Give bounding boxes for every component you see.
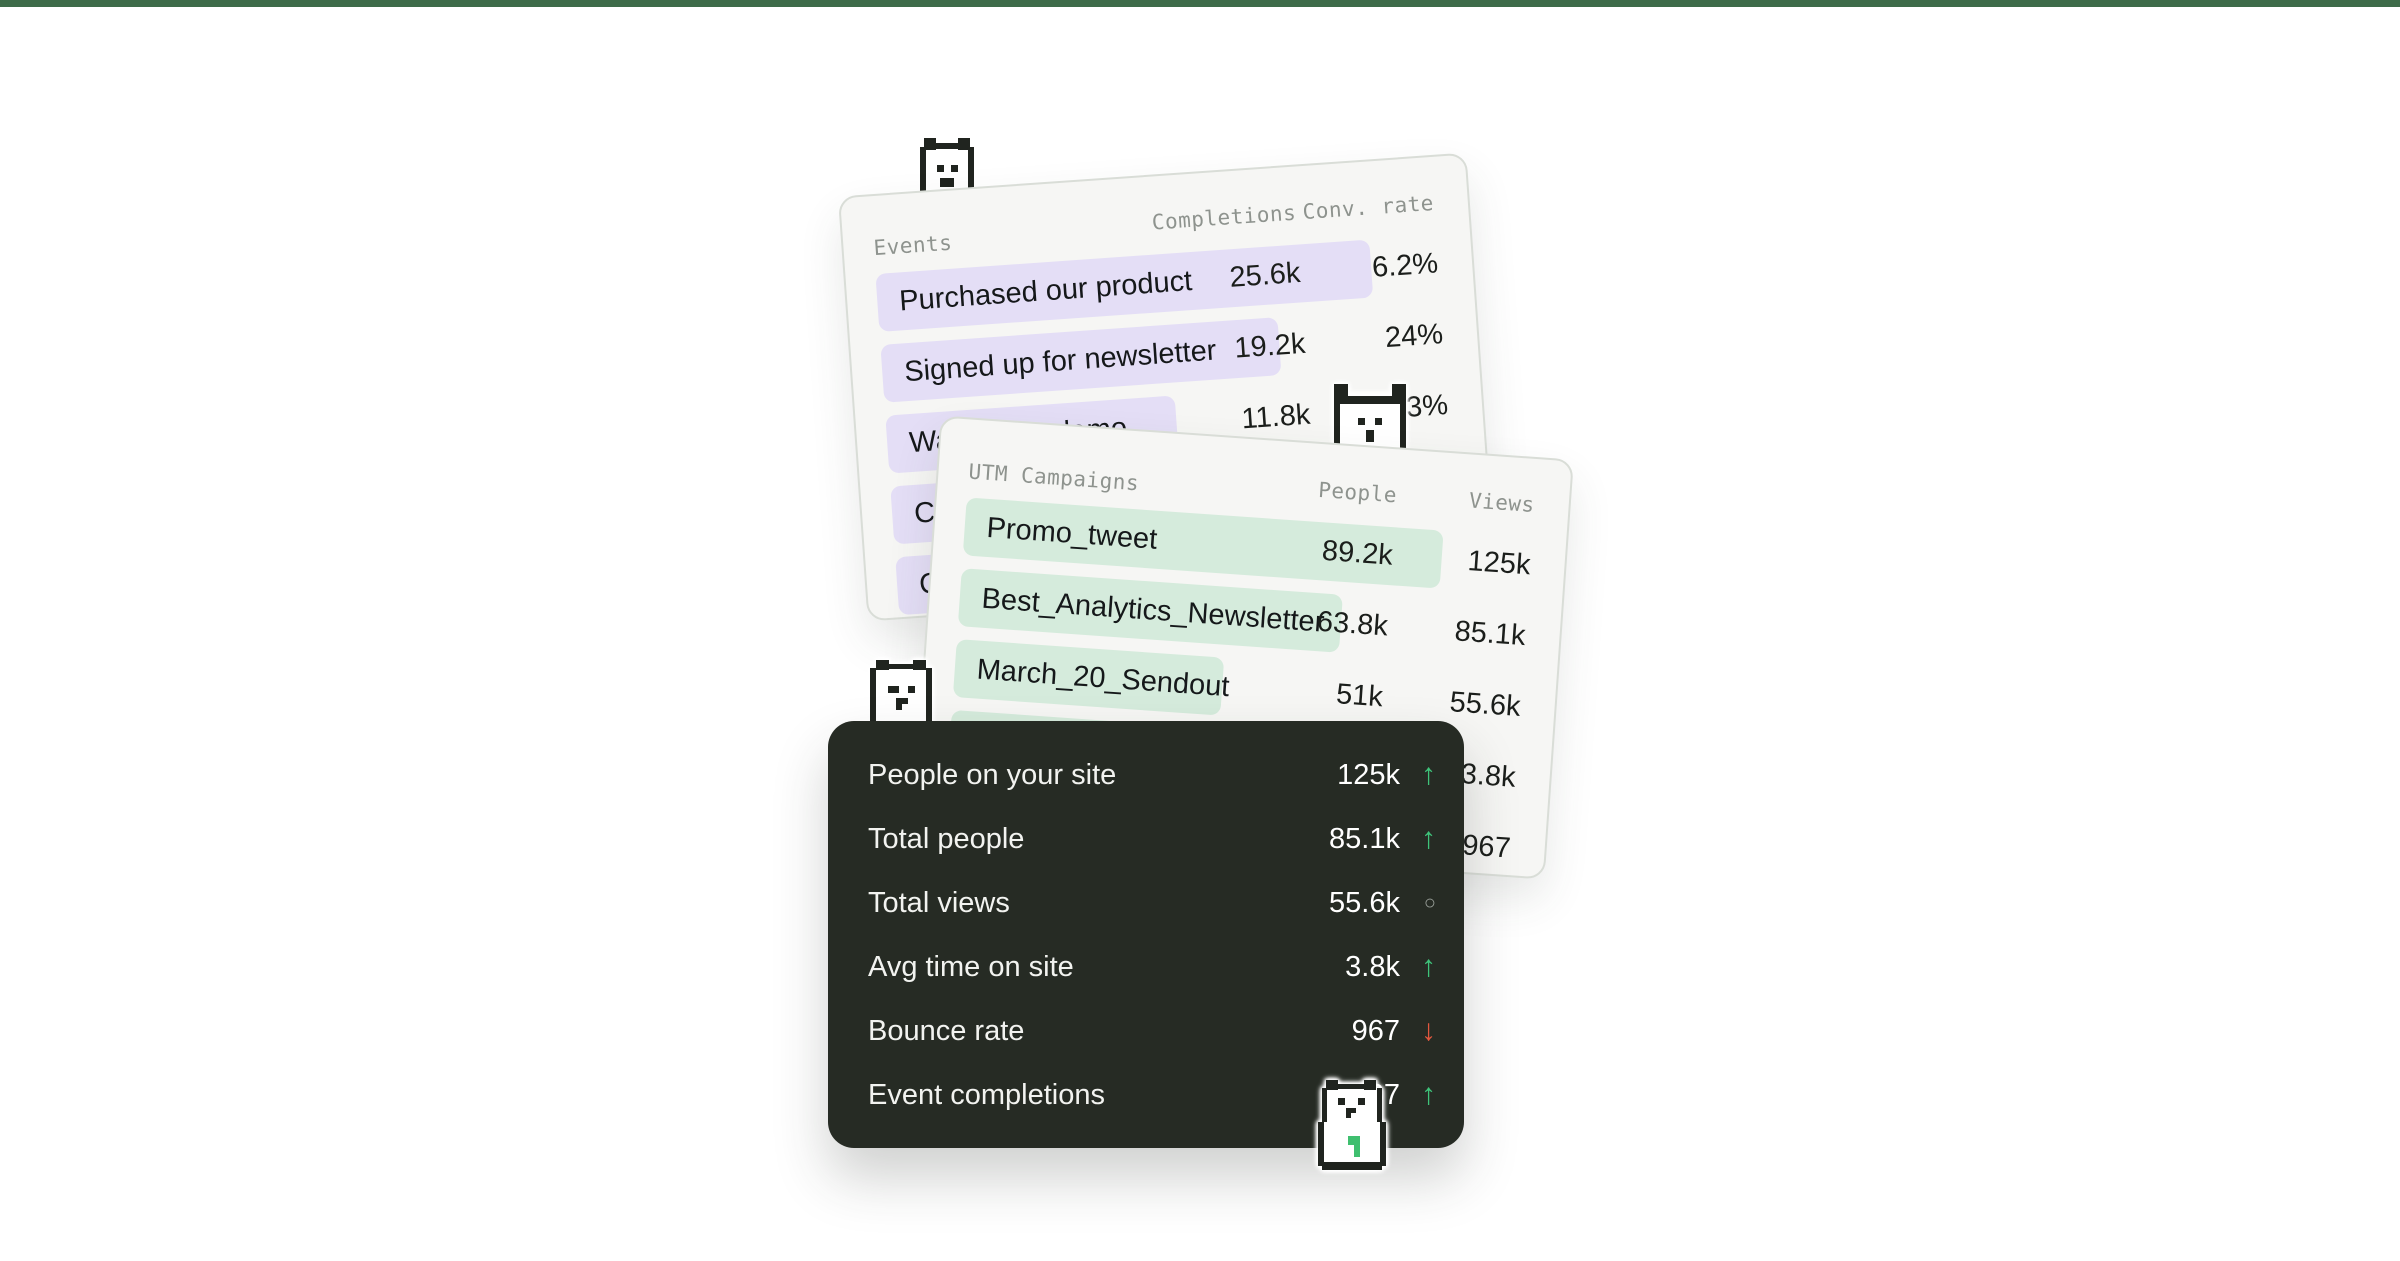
stat-label: Avg time on site (868, 950, 1074, 983)
views-value: 3.8k (1459, 758, 1517, 794)
completions-value: 25.6k (1228, 256, 1302, 294)
trend-up-icon: ↑ (1421, 758, 1436, 791)
stat-value: 85.1k (1329, 822, 1400, 855)
event-bar: Signed up for newsletter (880, 317, 1282, 403)
stat-row: Total views 55.6k ○ (868, 871, 1436, 935)
trend-down-icon: ↓ (1421, 1014, 1436, 1047)
stat-label: Total people (868, 822, 1025, 855)
people-column-header: People (1317, 477, 1398, 508)
stat-row: Avg time on site 3.8k ↑ (868, 935, 1436, 999)
stat-value: 3.8k (1345, 950, 1400, 983)
stat-row: People on your site 125k ↑ (868, 743, 1436, 807)
stat-label: Total views (868, 886, 1010, 919)
conv-rate-column-header: Conv. rate (1301, 190, 1435, 225)
views-value: 967 (1461, 829, 1512, 865)
campaign-label: Best_Analytics_Newsletter (980, 582, 1326, 639)
stat-value: 55.6k (1329, 886, 1400, 919)
conv-rate-value: 3% (1405, 388, 1450, 424)
event-label: Purchased our product (898, 264, 1194, 317)
views-value: 85.1k (1453, 615, 1527, 653)
top-accent-bar (0, 0, 2400, 7)
events-card-title: Events (872, 230, 954, 261)
stat-label: People on your site (868, 758, 1117, 791)
campaign-label: Promo_tweet (985, 511, 1159, 556)
campaign-label: March_20_Sendout (975, 653, 1231, 703)
trend-up-icon: ↑ (1421, 950, 1436, 983)
pixel-bear-hanging-icon (1334, 384, 1406, 450)
pixel-bear-wink-icon (870, 660, 932, 726)
pixel-bear-standing-icon (1318, 1080, 1386, 1170)
stat-value: 967 (1351, 1014, 1400, 1047)
conv-rate-value: 6.2% (1370, 247, 1440, 284)
utm-card-title: UTM Campaigns (967, 459, 1140, 496)
conv-rate-value: 24% (1383, 318, 1445, 355)
trend-flat-icon: ○ (1423, 892, 1436, 914)
stats-panel: People on your site 125k ↑ Total people … (828, 721, 1464, 1148)
stat-label: Event completions (868, 1078, 1105, 1111)
trend-up-icon: ↑ (1421, 1078, 1436, 1111)
views-column-header: Views (1468, 488, 1536, 518)
completions-column-header: Completions (1151, 200, 1297, 235)
campaign-bar: March_20_Sendout (952, 639, 1230, 716)
stat-label: Bounce rate (868, 1014, 1025, 1047)
people-value: 89.2k (1320, 534, 1394, 572)
stat-row: Bounce rate 967 ↓ (868, 999, 1436, 1063)
event-label: Signed up for newsletter (903, 334, 1218, 388)
people-value: 51k (1335, 678, 1384, 714)
completions-value: 19.2k (1233, 327, 1307, 365)
trend-up-icon: ↑ (1421, 822, 1436, 855)
campaign-bar: Best_Analytics_Newsletter (957, 568, 1343, 653)
stat-row: Total people 85.1k ↑ (868, 807, 1436, 871)
stat-value: 125k (1337, 758, 1400, 791)
views-value: 125k (1466, 545, 1532, 582)
people-value: 63.8k (1315, 605, 1389, 643)
completions-value: 11.8k (1240, 398, 1312, 436)
views-value: 55.6k (1448, 686, 1522, 724)
